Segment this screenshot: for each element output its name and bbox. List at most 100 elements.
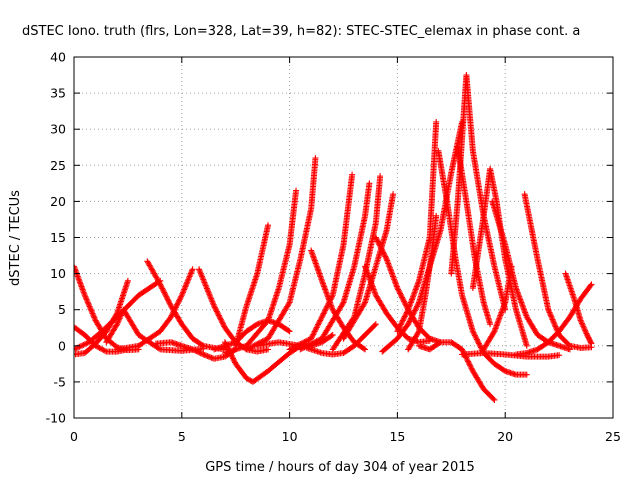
data-point (82, 293, 89, 300)
data-point (211, 304, 218, 311)
data-point (382, 254, 389, 261)
series-16 (286, 171, 356, 353)
data-point (399, 317, 406, 324)
data-point (84, 297, 91, 304)
data-point (74, 263, 77, 270)
data-point (89, 310, 96, 317)
data-point (218, 317, 225, 324)
data-point (165, 297, 172, 304)
data-point (86, 303, 93, 310)
data-point (578, 320, 585, 327)
x-axis-label: GPS time / hours of day 304 of year 2015 (205, 460, 475, 475)
data-point (244, 345, 251, 352)
data-point (302, 338, 309, 345)
data-point (170, 309, 177, 316)
data-point (164, 296, 171, 303)
data-point (287, 345, 294, 352)
data-point (219, 319, 226, 326)
data-point (548, 313, 555, 320)
y-tick-label: 25 (50, 158, 66, 173)
data-point (471, 331, 478, 338)
data-point (382, 253, 389, 260)
data-point (403, 310, 410, 317)
data-point (490, 329, 497, 336)
data-point (328, 332, 335, 339)
data-point (82, 295, 89, 302)
data-point (545, 308, 552, 315)
data-point (189, 266, 196, 273)
data-point (580, 323, 587, 330)
data-point (184, 277, 191, 284)
data-point (565, 341, 572, 348)
data-point (80, 341, 87, 348)
data-point (161, 289, 168, 296)
data-point (395, 286, 402, 293)
data-point (174, 301, 181, 308)
data-point (582, 327, 589, 334)
series-30 (489, 198, 573, 353)
data-point (473, 336, 480, 343)
data-point (76, 343, 83, 350)
chart-title: dSTEC Iono. truth (flrs, Lon=328, Lat=39… (22, 24, 580, 39)
data-point (93, 343, 100, 350)
data-point (326, 299, 333, 306)
data-point (415, 300, 422, 307)
data-point (407, 317, 414, 324)
data-point (293, 343, 300, 350)
data-point (381, 252, 388, 259)
y-tick-label: -5 (54, 374, 66, 389)
data-point (194, 348, 201, 355)
data-point (155, 345, 162, 352)
data-point (319, 313, 326, 320)
data-point (171, 307, 178, 314)
data-point (181, 285, 188, 292)
data-point (397, 290, 404, 297)
data-point (411, 308, 418, 315)
data-point (298, 340, 305, 347)
data-point (313, 338, 320, 345)
data-point (588, 340, 595, 347)
data-point (380, 250, 387, 257)
data-point (401, 314, 408, 321)
data-point (219, 320, 226, 327)
data-point (395, 325, 402, 332)
data-point (399, 294, 406, 301)
data-point (579, 321, 586, 328)
data-point (91, 314, 98, 321)
data-point (230, 356, 237, 363)
data-point (165, 299, 172, 306)
data-point (85, 302, 92, 309)
data-point (324, 303, 331, 310)
data-point (397, 322, 404, 329)
data-point (412, 306, 419, 313)
data-point (214, 309, 221, 316)
data-point (413, 303, 420, 310)
data-point (301, 338, 308, 345)
data-point (319, 311, 326, 318)
data-point (413, 304, 420, 311)
data-point (309, 340, 316, 347)
data-point (398, 320, 405, 327)
data-point (372, 234, 379, 241)
data-point (158, 284, 165, 291)
series-12 (221, 187, 300, 357)
data-point (551, 320, 558, 327)
series-36 (303, 321, 379, 358)
data-point (159, 286, 166, 293)
data-point (390, 191, 397, 198)
data-point (312, 327, 319, 334)
data-point (467, 364, 474, 371)
data-point (316, 318, 323, 325)
data-point (320, 310, 327, 317)
data-point (313, 324, 320, 331)
data-point (407, 315, 414, 322)
data-point (414, 302, 421, 309)
data-point (549, 316, 556, 323)
data-point (179, 290, 186, 297)
series-24 (405, 212, 440, 353)
data-point (374, 238, 381, 245)
y-tick-label: 5 (58, 302, 66, 317)
series-6 (114, 266, 196, 353)
data-point (410, 310, 417, 317)
